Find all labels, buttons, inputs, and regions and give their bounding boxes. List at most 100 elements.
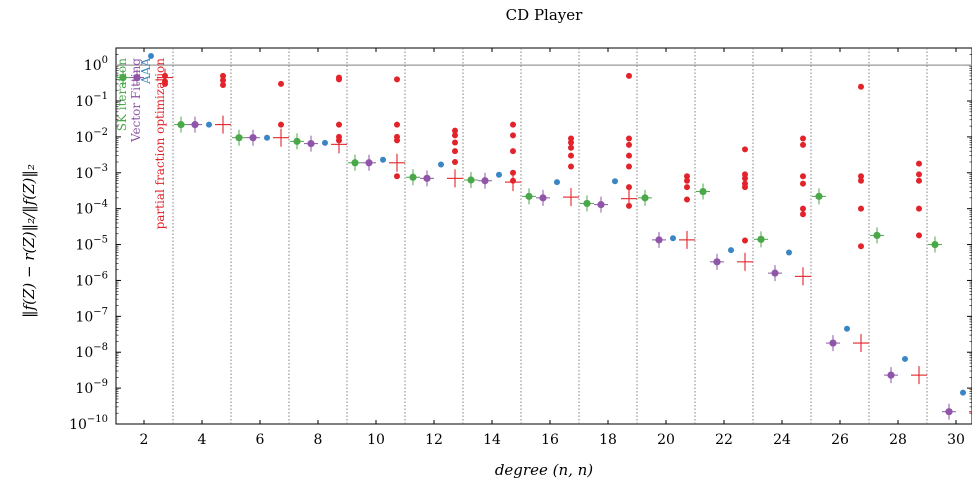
aaa-point <box>554 179 560 186</box>
y-tick-label: 100 <box>84 55 108 74</box>
sk-iteration-point <box>351 159 359 167</box>
partial-fraction-optimization-extra-point <box>452 148 458 155</box>
partial-fraction-optimization-extra-point <box>742 184 748 191</box>
partial-fraction-optimization-extra-point <box>452 158 458 165</box>
vector-fitting-point <box>597 200 605 209</box>
partial-fraction-optimization-extra-point <box>626 141 632 148</box>
x-tick-label: 22 <box>715 432 733 448</box>
partial-fraction-optimization-extra-point <box>800 141 806 148</box>
vector-fitting-point <box>307 140 315 148</box>
y-tick-label: 10−1 <box>75 91 108 110</box>
partial-fraction-optimization-extra-point <box>684 184 690 191</box>
sk-iteration-point <box>525 192 533 200</box>
x-tick-label: 26 <box>831 432 849 448</box>
partial-fraction-optimization-extra-point <box>684 177 690 184</box>
sk-iteration-point <box>641 194 649 202</box>
partial-fraction-optimization-extra-point <box>336 121 342 128</box>
partial-fraction-optimization-extra-point <box>278 121 284 128</box>
vector-fitting-point <box>249 134 257 142</box>
partial-fraction-optimization-extra-point <box>684 173 690 180</box>
x-tick-label: 10 <box>367 432 385 448</box>
sk-iteration-point <box>815 192 823 200</box>
partial-fraction-optimization-extra-point <box>568 163 574 170</box>
partial-fraction-optimization-extra-point <box>626 72 632 79</box>
partial-fraction-optimization-extra-point <box>800 135 806 142</box>
partial-fraction-optimization-extra-point <box>278 80 284 87</box>
y-tick-label: 10−10 <box>69 414 108 433</box>
vector-fitting-point <box>829 339 837 347</box>
partial-fraction-optimization-extra-point <box>742 237 748 244</box>
chart-title: CD Player <box>506 6 583 24</box>
y-tick-label: 10−7 <box>75 306 108 325</box>
vector-fitting-point <box>423 174 431 182</box>
aaa-point <box>380 156 386 163</box>
partial-fraction-optimization-extra-point <box>858 205 864 212</box>
vector-fitting-point <box>191 121 199 129</box>
vector-fitting-point <box>887 371 895 379</box>
sk-iteration-point <box>119 73 127 82</box>
partial-fraction-optimization-extra-point <box>568 152 574 159</box>
x-tick-label: 14 <box>483 432 501 448</box>
y-tick-label: 10−6 <box>75 270 108 289</box>
partial-fraction-optimization-extra-point <box>800 211 806 218</box>
sk-iteration-point <box>931 240 939 249</box>
sk-iteration-point <box>409 173 417 181</box>
partial-fraction-optimization-extra-point <box>800 180 806 187</box>
aaa-point <box>264 134 270 141</box>
y-tick-label: 10−3 <box>75 163 108 182</box>
partial-fraction-optimization-extra-point <box>626 152 632 159</box>
x-axis-title: degree (n, n) <box>495 461 593 479</box>
partial-fraction-optimization-extra-point <box>684 196 690 203</box>
sk-iteration-point <box>467 176 475 184</box>
partial-fraction-optimization-extra-point <box>800 205 806 212</box>
vector-fitting-point <box>539 194 547 202</box>
sk-iteration-point <box>757 235 765 243</box>
partial-fraction-optimization-extra-point <box>742 146 748 153</box>
partial-fraction-optimization-extra-point <box>394 137 400 144</box>
partial-fraction-optimization-extra-point <box>858 177 864 184</box>
x-tick-label: 30 <box>947 432 965 448</box>
partial-fraction-optimization-extra-point <box>394 173 400 180</box>
partial-fraction-optimization-extra-point <box>510 148 516 155</box>
partial-fraction-optimization-extra-point <box>916 171 922 178</box>
x-tick-label: 2 <box>140 432 149 448</box>
partial-fraction-optimization-extra-point <box>916 205 922 212</box>
y-tick-label: 10−5 <box>75 235 108 254</box>
partial-fraction-optimization-extra-point <box>220 72 226 79</box>
partial-fraction-optimization-extra-point <box>742 175 748 182</box>
partial-fraction-optimization-extra-point <box>858 173 864 180</box>
y-tick-label: 10−2 <box>75 127 108 146</box>
y-tick-label: 10−8 <box>75 342 108 361</box>
partial-fraction-optimization-extra-point <box>510 121 516 128</box>
x-tick-label: 6 <box>256 432 265 448</box>
aaa-point <box>206 121 212 128</box>
aaa-point <box>148 52 154 59</box>
aaa-series-label: AAA <box>139 58 153 85</box>
vector-fitting-point <box>945 408 953 416</box>
partial-fraction-optimization-extra-point <box>626 184 632 191</box>
aaa-point <box>612 178 618 185</box>
partial-fraction-optimization-extra-point <box>452 127 458 134</box>
partial-fraction-optimization-extra-point <box>916 232 922 239</box>
sk-iteration-point <box>235 134 243 142</box>
x-tick-label: 28 <box>889 432 907 448</box>
vector-fitting-point <box>655 236 663 244</box>
aaa-point <box>786 249 792 256</box>
partial-fraction-optimization-extra-point <box>626 135 632 142</box>
vector-fitting-series-label: Vector Fitting <box>129 58 143 143</box>
x-tick-label: 16 <box>541 432 559 448</box>
partial-fraction-optimization-extra-point <box>800 173 806 180</box>
aaa-point <box>902 355 908 362</box>
sk-iteration-point <box>873 231 881 240</box>
vector-fitting-point <box>481 177 489 185</box>
partial-fraction-optimization-extra-point <box>510 132 516 139</box>
x-tick-label: 4 <box>198 432 207 448</box>
partial-fraction-optimization-extra-point <box>394 76 400 83</box>
aaa-point <box>496 171 502 178</box>
partial-fraction-optimization-extra-point <box>626 163 632 170</box>
aaa-point <box>728 247 734 254</box>
plot-frame <box>115 47 972 425</box>
plot-area: 2 4 6 8 10 12 14 16 18 20 22 24 26 28 3010−1010−910−81… <box>69 47 972 448</box>
y-tick-label: 10−9 <box>75 378 108 397</box>
